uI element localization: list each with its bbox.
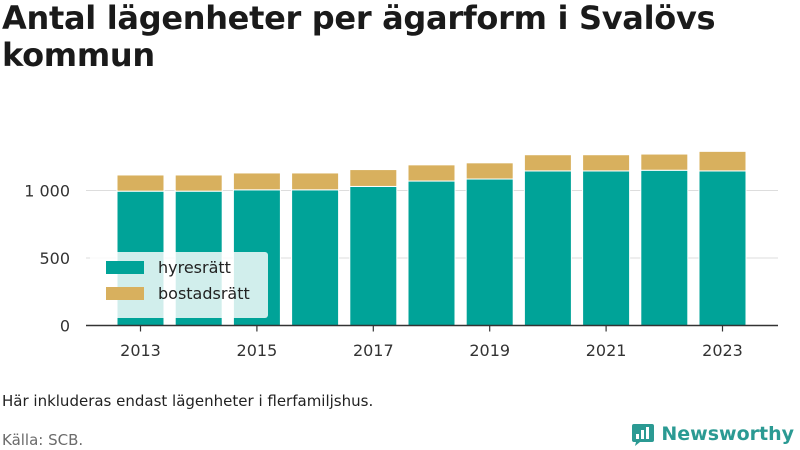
legend-label-bostadsratt: bostadsrätt: [158, 284, 250, 303]
x-tick-label: 2023: [702, 341, 743, 360]
legend-label-hyresratt: hyresrätt: [158, 258, 231, 277]
bar-bostadsratt: [698, 150, 747, 172]
y-tick-label: 0: [60, 317, 70, 336]
bar-hyresratt: [582, 170, 631, 326]
bar-bostadsratt: [116, 174, 165, 192]
bar-bostadsratt: [174, 174, 223, 192]
bar-bostadsratt: [582, 154, 631, 172]
legend-swatch-hyresratt: [106, 261, 144, 274]
y-tick-label: 1 000: [24, 182, 70, 201]
newsworthy-logo-icon: [632, 424, 655, 446]
bar-bostadsratt: [465, 162, 514, 180]
bar-hyresratt: [465, 178, 514, 326]
bar-bostadsratt: [291, 172, 340, 191]
brand-name: Newsworthy: [661, 423, 794, 445]
x-tick-label: 2017: [353, 341, 394, 360]
stacked-bar-chart: 0 500 1 000 2013 2015 2017 2019 2021 2023 hyres…: [24, 150, 778, 360]
x-tick-label: 2019: [469, 341, 510, 360]
y-tick-label: 500: [39, 249, 70, 268]
bar-bostadsratt: [523, 154, 572, 172]
legend: hyresrätt bostadsrätt: [90, 252, 268, 318]
bar-hyresratt: [291, 189, 340, 326]
x-tick-label: 2013: [120, 341, 161, 360]
x-tick-label: 2021: [586, 341, 627, 360]
bar-hyresratt: [698, 170, 747, 326]
footnote: Här inkluderas endast lägenheter i flerf…: [2, 392, 374, 410]
x-axis-ticks: 2013 2015 2017 2019 2021 2023: [120, 325, 743, 360]
bar-bostadsratt: [349, 169, 398, 187]
bar-bostadsratt: [640, 153, 689, 171]
bar-bostadsratt: [407, 164, 456, 182]
chart-title: Antal lägenheter per ägarform i Svalövs …: [2, 0, 716, 74]
x-tick-label: 2015: [237, 341, 278, 360]
source-text: Källa: SCB.: [2, 431, 84, 449]
bar-bostadsratt: [232, 172, 281, 191]
brand-logo: Newsworthy: [631, 421, 794, 447]
bar-hyresratt: [640, 169, 689, 326]
bar-hyresratt: [523, 170, 572, 326]
legend-swatch-bostadsratt: [106, 287, 144, 300]
y-axis-ticks: 0 500 1 000: [24, 182, 70, 336]
bar-hyresratt: [349, 185, 398, 326]
bar-hyresratt: [407, 180, 456, 326]
